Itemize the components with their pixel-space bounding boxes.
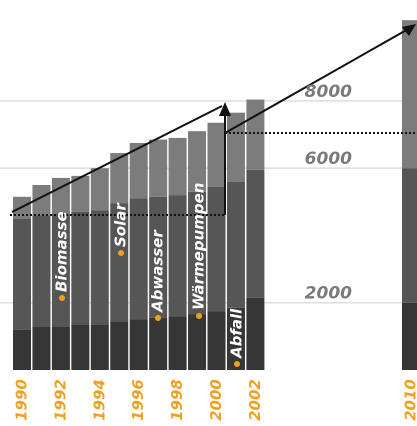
annotation-dot <box>234 361 240 367</box>
trend-lines <box>10 27 417 216</box>
bar-segment <box>188 314 207 370</box>
bar-segment <box>149 317 168 370</box>
bar-segment <box>71 324 90 370</box>
annotation: Biomasse <box>53 211 71 292</box>
bar-segment <box>90 168 109 211</box>
y-tick-label: 2000 <box>305 284 352 304</box>
y-tick-label: 8000 <box>305 82 352 102</box>
x-tick-label: 2000 <box>207 379 225 421</box>
annotation: Solar <box>112 202 130 247</box>
bar-segment <box>402 168 417 303</box>
bar-segment <box>226 181 245 308</box>
bar-segment <box>188 131 207 192</box>
trend-arrow <box>224 27 411 134</box>
bar-segment <box>168 195 187 317</box>
annotation-dot <box>118 250 124 256</box>
bar-segment <box>129 319 148 370</box>
bar-segment <box>168 137 187 196</box>
bar-segment <box>110 153 129 204</box>
bar-segment <box>51 213 70 327</box>
trend-arrow <box>11 105 223 213</box>
labels: 2000 6000 8000 1990 1992 1994 1996 1998 2000 2002… <box>13 82 417 421</box>
bar-segment <box>149 139 168 197</box>
bar-segment <box>71 211 90 325</box>
bar-segment <box>90 210 109 325</box>
bar-segment <box>402 20 417 169</box>
bar-segment <box>71 175 90 212</box>
bar-segment <box>246 297 265 370</box>
bar-segment <box>129 142 148 199</box>
y-tick-label: 6000 <box>305 149 352 169</box>
bar-segment <box>129 198 148 320</box>
bar-segment <box>226 307 245 370</box>
bar-segment <box>90 324 109 370</box>
bar-segment <box>110 203 129 322</box>
annotation: Abwasser <box>149 229 167 313</box>
bar-segment <box>32 326 51 370</box>
x-tick-label: 1996 <box>129 379 147 421</box>
bar-segment <box>149 196 168 318</box>
bar-segment <box>110 321 129 370</box>
x-tick-label: 1992 <box>51 379 69 421</box>
annotation-dot <box>155 315 161 321</box>
bar-segment <box>168 316 187 370</box>
bar-segment <box>246 99 265 170</box>
bar-segment <box>51 177 70 214</box>
x-tick-label: 2010 <box>402 379 417 421</box>
bar-segment <box>246 169 265 298</box>
bar-segment <box>13 218 31 330</box>
x-tick-label: 2002 <box>246 379 264 421</box>
bar-segment <box>32 185 51 216</box>
bar-segment <box>402 302 417 370</box>
arrowhead <box>402 24 416 36</box>
annotation: Wärmepumpen <box>190 183 208 311</box>
bar-segment <box>188 191 207 315</box>
bar-segment <box>51 326 70 370</box>
bars <box>13 20 417 370</box>
x-tick-label: 1990 <box>13 379 31 421</box>
bar-segment <box>32 215 51 327</box>
annotation-dot <box>59 295 65 301</box>
annotation: Abfall <box>228 308 246 359</box>
annotation-dot <box>196 313 202 319</box>
x-tick-label: 1998 <box>168 379 186 421</box>
bar-segment <box>13 329 31 370</box>
arrowhead <box>219 102 231 116</box>
bar-segment <box>207 122 226 187</box>
bar-segment <box>207 311 226 370</box>
bar-segment <box>207 186 226 312</box>
x-tick-label: 1994 <box>90 379 108 421</box>
